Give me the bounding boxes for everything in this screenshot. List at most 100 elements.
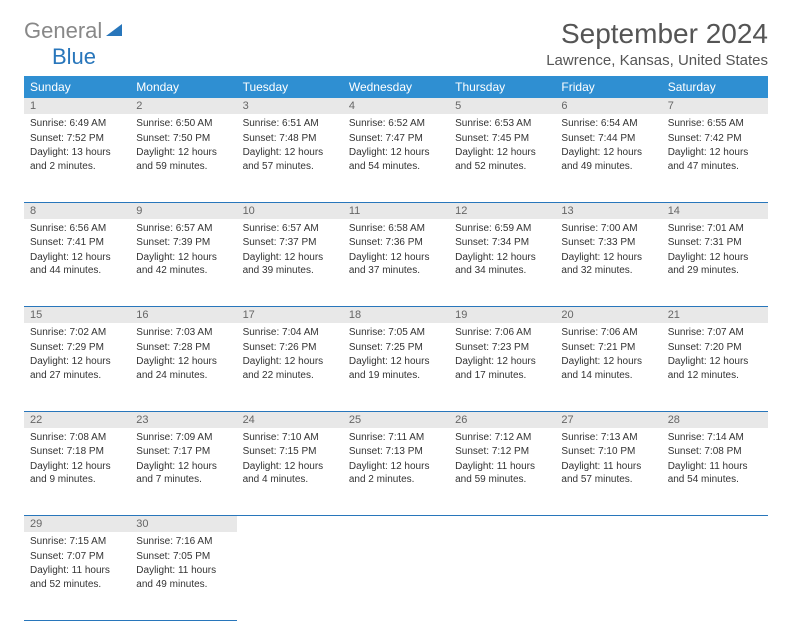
day-number-cell: 30 bbox=[130, 516, 236, 533]
daylight-text: Daylight: 11 hours and 49 minutes. bbox=[136, 564, 230, 591]
sunset-text: Sunset: 7:08 PM bbox=[668, 445, 762, 459]
daylight-text: Daylight: 12 hours and 59 minutes. bbox=[136, 146, 230, 173]
title-block: September 2024 Lawrence, Kansas, United … bbox=[546, 18, 768, 69]
day-number-cell: 18 bbox=[343, 307, 449, 324]
day-cell: Sunrise: 7:10 AMSunset: 7:15 PMDaylight:… bbox=[237, 428, 343, 516]
day-cell: Sunrise: 6:54 AMSunset: 7:44 PMDaylight:… bbox=[555, 114, 661, 202]
daylight-text: Daylight: 12 hours and 32 minutes. bbox=[561, 251, 655, 278]
sunrise-text: Sunrise: 7:13 AM bbox=[561, 431, 655, 445]
sunrise-text: Sunrise: 7:06 AM bbox=[561, 326, 655, 340]
col-sunday: Sunday bbox=[24, 76, 130, 98]
day-body-row: Sunrise: 7:02 AMSunset: 7:29 PMDaylight:… bbox=[24, 323, 768, 411]
day-cell: Sunrise: 7:16 AMSunset: 7:05 PMDaylight:… bbox=[130, 532, 236, 620]
sunrise-text: Sunrise: 6:59 AM bbox=[455, 222, 549, 236]
sunrise-text: Sunrise: 7:06 AM bbox=[455, 326, 549, 340]
daynum-row: 22232425262728 bbox=[24, 411, 768, 428]
sunset-text: Sunset: 7:05 PM bbox=[136, 550, 230, 564]
daylight-text: Daylight: 12 hours and 9 minutes. bbox=[30, 460, 124, 487]
daynum-row: 2930 bbox=[24, 516, 768, 533]
day-cell: Sunrise: 7:07 AMSunset: 7:20 PMDaylight:… bbox=[662, 323, 768, 411]
day-cell: Sunrise: 7:11 AMSunset: 7:13 PMDaylight:… bbox=[343, 428, 449, 516]
sunset-text: Sunset: 7:29 PM bbox=[30, 341, 124, 355]
sunset-text: Sunset: 7:23 PM bbox=[455, 341, 549, 355]
sunset-text: Sunset: 7:41 PM bbox=[30, 236, 124, 250]
day-cell: Sunrise: 6:49 AMSunset: 7:52 PMDaylight:… bbox=[24, 114, 130, 202]
sunset-text: Sunset: 7:52 PM bbox=[30, 132, 124, 146]
daylight-text: Daylight: 12 hours and 54 minutes. bbox=[349, 146, 443, 173]
sunset-text: Sunset: 7:15 PM bbox=[243, 445, 337, 459]
daylight-text: Daylight: 12 hours and 49 minutes. bbox=[561, 146, 655, 173]
sail-icon bbox=[104, 25, 124, 42]
daylight-text: Daylight: 12 hours and 19 minutes. bbox=[349, 355, 443, 382]
day-number-cell: 13 bbox=[555, 202, 661, 219]
sunrise-text: Sunrise: 7:09 AM bbox=[136, 431, 230, 445]
day-body-row: Sunrise: 6:49 AMSunset: 7:52 PMDaylight:… bbox=[24, 114, 768, 202]
sunset-text: Sunset: 7:28 PM bbox=[136, 341, 230, 355]
daylight-text: Daylight: 12 hours and 34 minutes. bbox=[455, 251, 549, 278]
day-number-cell: 21 bbox=[662, 307, 768, 324]
day-cell: Sunrise: 7:06 AMSunset: 7:21 PMDaylight:… bbox=[555, 323, 661, 411]
day-cell bbox=[555, 532, 661, 620]
daylight-text: Daylight: 11 hours and 52 minutes. bbox=[30, 564, 124, 591]
daylight-text: Daylight: 11 hours and 59 minutes. bbox=[455, 460, 549, 487]
day-number-cell: 4 bbox=[343, 98, 449, 114]
brand-part2: Blue bbox=[52, 44, 96, 69]
day-number-cell: 15 bbox=[24, 307, 130, 324]
sunrise-text: Sunrise: 6:57 AM bbox=[136, 222, 230, 236]
day-cell: Sunrise: 7:08 AMSunset: 7:18 PMDaylight:… bbox=[24, 428, 130, 516]
daylight-text: Daylight: 12 hours and 52 minutes. bbox=[455, 146, 549, 173]
day-cell: Sunrise: 6:53 AMSunset: 7:45 PMDaylight:… bbox=[449, 114, 555, 202]
day-cell: Sunrise: 6:51 AMSunset: 7:48 PMDaylight:… bbox=[237, 114, 343, 202]
daylight-text: Daylight: 11 hours and 54 minutes. bbox=[668, 460, 762, 487]
sunset-text: Sunset: 7:10 PM bbox=[561, 445, 655, 459]
day-number-cell: 28 bbox=[662, 411, 768, 428]
day-cell: Sunrise: 7:02 AMSunset: 7:29 PMDaylight:… bbox=[24, 323, 130, 411]
daylight-text: Daylight: 12 hours and 24 minutes. bbox=[136, 355, 230, 382]
daylight-text: Daylight: 12 hours and 12 minutes. bbox=[668, 355, 762, 382]
day-number-cell: 29 bbox=[24, 516, 130, 533]
sunrise-text: Sunrise: 7:05 AM bbox=[349, 326, 443, 340]
sunrise-text: Sunrise: 6:52 AM bbox=[349, 117, 443, 131]
day-cell: Sunrise: 6:55 AMSunset: 7:42 PMDaylight:… bbox=[662, 114, 768, 202]
day-number-cell: 26 bbox=[449, 411, 555, 428]
day-number-cell bbox=[343, 516, 449, 533]
day-cell: Sunrise: 7:03 AMSunset: 7:28 PMDaylight:… bbox=[130, 323, 236, 411]
day-cell: Sunrise: 7:13 AMSunset: 7:10 PMDaylight:… bbox=[555, 428, 661, 516]
day-cell bbox=[343, 532, 449, 620]
sunrise-text: Sunrise: 7:03 AM bbox=[136, 326, 230, 340]
col-tuesday: Tuesday bbox=[237, 76, 343, 98]
sunrise-text: Sunrise: 7:14 AM bbox=[668, 431, 762, 445]
day-number-cell: 10 bbox=[237, 202, 343, 219]
day-number-cell bbox=[662, 516, 768, 533]
day-cell: Sunrise: 7:06 AMSunset: 7:23 PMDaylight:… bbox=[449, 323, 555, 411]
sunrise-text: Sunrise: 7:00 AM bbox=[561, 222, 655, 236]
day-number-cell: 6 bbox=[555, 98, 661, 114]
sunrise-text: Sunrise: 7:15 AM bbox=[30, 535, 124, 549]
day-body-row: Sunrise: 6:56 AMSunset: 7:41 PMDaylight:… bbox=[24, 219, 768, 307]
daylight-text: Daylight: 12 hours and 42 minutes. bbox=[136, 251, 230, 278]
sunrise-text: Sunrise: 6:49 AM bbox=[30, 117, 124, 131]
sunset-text: Sunset: 7:50 PM bbox=[136, 132, 230, 146]
day-number-cell bbox=[449, 516, 555, 533]
sunrise-text: Sunrise: 7:10 AM bbox=[243, 431, 337, 445]
day-number-cell: 2 bbox=[130, 98, 236, 114]
daylight-text: Daylight: 11 hours and 57 minutes. bbox=[561, 460, 655, 487]
day-cell: Sunrise: 6:57 AMSunset: 7:37 PMDaylight:… bbox=[237, 219, 343, 307]
day-cell: Sunrise: 6:50 AMSunset: 7:50 PMDaylight:… bbox=[130, 114, 236, 202]
day-number-cell bbox=[555, 516, 661, 533]
day-header-row: Sunday Monday Tuesday Wednesday Thursday… bbox=[24, 76, 768, 98]
sunset-text: Sunset: 7:13 PM bbox=[349, 445, 443, 459]
day-cell: Sunrise: 6:57 AMSunset: 7:39 PMDaylight:… bbox=[130, 219, 236, 307]
day-cell: Sunrise: 6:58 AMSunset: 7:36 PMDaylight:… bbox=[343, 219, 449, 307]
day-cell: Sunrise: 6:52 AMSunset: 7:47 PMDaylight:… bbox=[343, 114, 449, 202]
sunset-text: Sunset: 7:12 PM bbox=[455, 445, 549, 459]
day-cell: Sunrise: 7:15 AMSunset: 7:07 PMDaylight:… bbox=[24, 532, 130, 620]
day-number-cell: 1 bbox=[24, 98, 130, 114]
day-cell bbox=[662, 532, 768, 620]
sunset-text: Sunset: 7:37 PM bbox=[243, 236, 337, 250]
day-cell: Sunrise: 7:04 AMSunset: 7:26 PMDaylight:… bbox=[237, 323, 343, 411]
daylight-text: Daylight: 13 hours and 2 minutes. bbox=[30, 146, 124, 173]
sunset-text: Sunset: 7:21 PM bbox=[561, 341, 655, 355]
daynum-row: 1234567 bbox=[24, 98, 768, 114]
day-cell: Sunrise: 7:01 AMSunset: 7:31 PMDaylight:… bbox=[662, 219, 768, 307]
